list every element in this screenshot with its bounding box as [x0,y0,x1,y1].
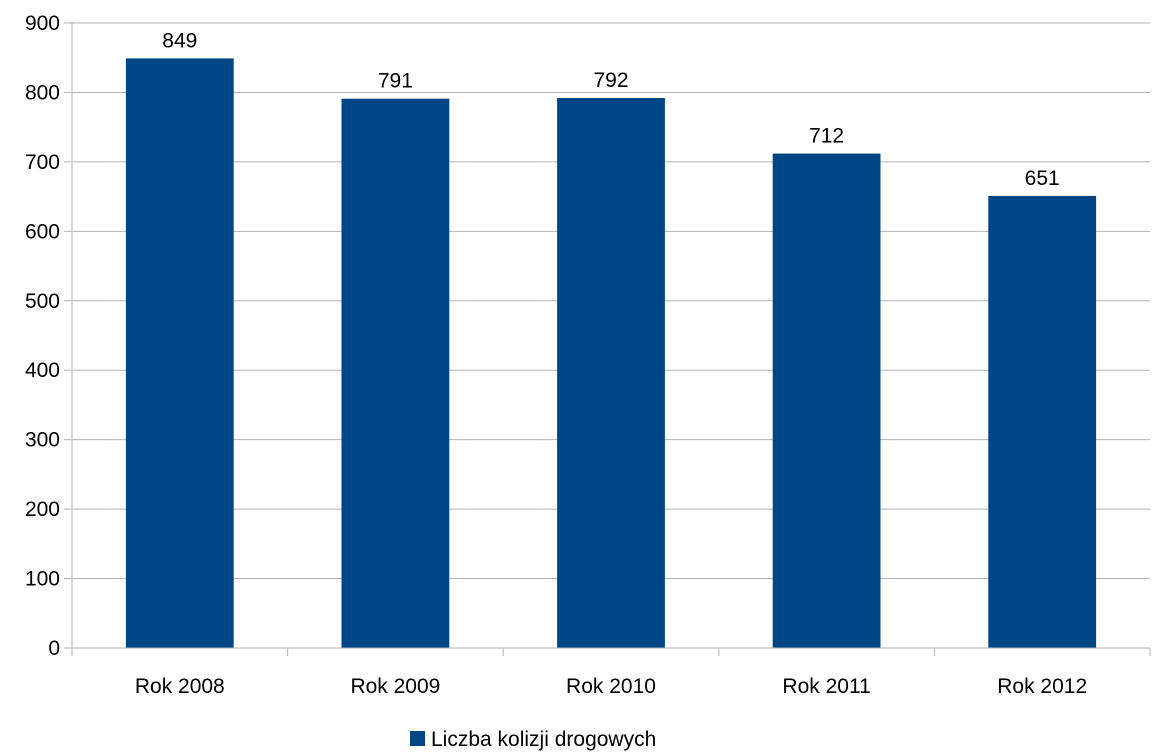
labels: 0 100 200 300 400 500 600 700 800 900 849 Rok 2008 7… [25,12,1087,698]
y-tick-label: 900 [25,12,60,35]
y-tick-label: 0 [48,637,60,660]
bars [125,58,1097,649]
bar-value-label: 651 [1025,167,1060,190]
y-tick-label: 400 [25,359,60,382]
x-category-label: Rok 2011 [782,675,870,698]
x-category-label: Rok 2012 [997,675,1087,698]
x-category-label: Rok 2008 [135,675,225,698]
bar [341,98,450,648]
bar-value-label: 712 [809,125,844,148]
y-tick-label: 600 [25,220,60,243]
legend-label: Liczba kolizji drogowych [431,728,656,751]
bar [772,153,881,649]
y-tick-label: 700 [25,151,60,174]
y-tick-label: 500 [25,290,60,313]
bar [125,58,234,648]
x-category-label: Rok 2009 [350,675,440,698]
legend-swatch [410,731,425,746]
y-tick-label: 200 [25,498,60,521]
bar [557,98,665,648]
y-tick-label: 300 [25,429,60,452]
bar-value-label: 792 [593,69,628,92]
y-tick-label: 800 [25,81,60,104]
y-tick-label: 100 [25,568,60,591]
axes [64,22,1151,656]
legend: Liczba kolizji drogowych [410,728,656,751]
bar-value-label: 849 [162,29,197,52]
x-category-label: Rok 2010 [566,675,656,698]
bar-value-label: 791 [378,70,413,93]
bar [988,195,1097,648]
